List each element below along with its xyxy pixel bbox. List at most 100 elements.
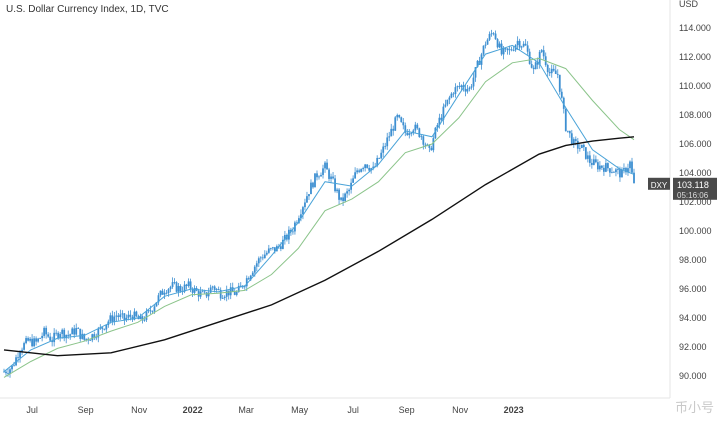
price-tick-label: 90.000 <box>679 371 707 381</box>
candle-body <box>281 239 284 249</box>
candle-body <box>516 40 519 46</box>
price-tick-label: 98.000 <box>679 255 707 265</box>
candle-body <box>77 327 80 329</box>
price-tick-label: 112.000 <box>679 52 711 62</box>
candle-body <box>568 130 571 134</box>
candle-body <box>430 147 433 151</box>
candle-body <box>243 286 246 288</box>
candle-body <box>546 65 549 73</box>
candle-body <box>570 133 573 145</box>
candle-body <box>580 144 583 149</box>
candle-body <box>161 290 164 295</box>
candle-body <box>572 139 575 145</box>
candle-body <box>456 86 459 88</box>
candle-body <box>348 189 350 192</box>
candle-body <box>27 338 29 341</box>
candle-body <box>169 286 172 290</box>
moving-average-line-ma-slow <box>3 136 635 357</box>
candle-body <box>314 173 316 188</box>
candle-body <box>117 315 120 318</box>
candle-body <box>308 194 310 197</box>
candle-body <box>588 155 591 163</box>
time-tick-label: Sep <box>399 405 415 415</box>
time-tick-label: May <box>291 405 309 415</box>
candle-body <box>506 48 509 51</box>
candle-body <box>566 130 569 132</box>
candle-body <box>259 257 262 259</box>
candle-body <box>340 197 342 200</box>
candle-body <box>127 314 130 318</box>
candle-body <box>625 167 627 173</box>
candle-body <box>464 88 467 92</box>
candle-body <box>598 165 601 170</box>
candle-body <box>360 169 363 172</box>
candle-body <box>33 338 35 347</box>
candle-body <box>510 49 513 51</box>
candle-body <box>372 166 375 169</box>
candle-body <box>494 33 497 40</box>
candle-body <box>512 50 515 51</box>
candle-body <box>558 74 561 92</box>
candle-body <box>19 352 21 358</box>
candle-body <box>167 289 170 294</box>
candle-body <box>113 316 116 322</box>
time-tick-label: Jul <box>347 405 359 415</box>
candle-body <box>59 333 62 339</box>
candle-body <box>121 313 124 315</box>
candle-body <box>269 248 272 250</box>
candle-body <box>5 371 7 374</box>
price-tick-label: 106.000 <box>679 139 712 149</box>
candle-body <box>460 85 463 88</box>
candle-body <box>416 124 419 129</box>
candle-body <box>255 263 258 267</box>
candle-body <box>175 282 178 292</box>
candle-body <box>159 290 162 296</box>
time-tick-label: Nov <box>452 405 469 415</box>
candle-body <box>267 248 270 253</box>
symbol-tag-text: DXY <box>651 181 668 190</box>
candle-body <box>119 314 122 318</box>
candle-body <box>526 45 529 52</box>
candle-body <box>408 133 411 136</box>
candle-body <box>617 169 619 170</box>
candle-body <box>304 202 306 208</box>
candle-body <box>187 281 190 286</box>
candle-body <box>508 49 511 51</box>
candle-body <box>233 291 236 295</box>
candle-body <box>396 114 399 118</box>
candle-body <box>578 148 581 149</box>
candle-body <box>388 136 391 138</box>
candle-body <box>586 155 589 159</box>
price-tick-label: 92.000 <box>679 342 707 352</box>
candle-body <box>378 157 381 159</box>
candle-body <box>607 163 609 169</box>
candle-body <box>97 328 100 338</box>
candle-body <box>129 314 132 317</box>
candle-body <box>103 328 106 330</box>
candle-body <box>364 164 367 169</box>
candle-body <box>151 311 154 313</box>
candle-body <box>418 128 421 137</box>
candle-body <box>39 338 42 339</box>
candle-body <box>141 316 144 321</box>
candle-body <box>149 310 152 312</box>
candle-body <box>488 33 491 40</box>
candle-body <box>67 334 70 336</box>
candle-body <box>306 196 308 203</box>
candle-body <box>300 214 302 219</box>
candle-body <box>582 144 585 148</box>
candle-body <box>296 222 298 224</box>
candle-body <box>498 43 501 48</box>
candle-body <box>402 122 405 126</box>
candle-body <box>83 333 86 340</box>
candle-body <box>7 373 9 374</box>
candle-body <box>45 327 48 335</box>
candle-body <box>344 193 346 201</box>
candle-body <box>332 176 334 179</box>
candle-body <box>145 311 148 320</box>
candle-body <box>562 97 565 109</box>
candle-body <box>165 292 168 294</box>
candle-body <box>133 311 136 320</box>
